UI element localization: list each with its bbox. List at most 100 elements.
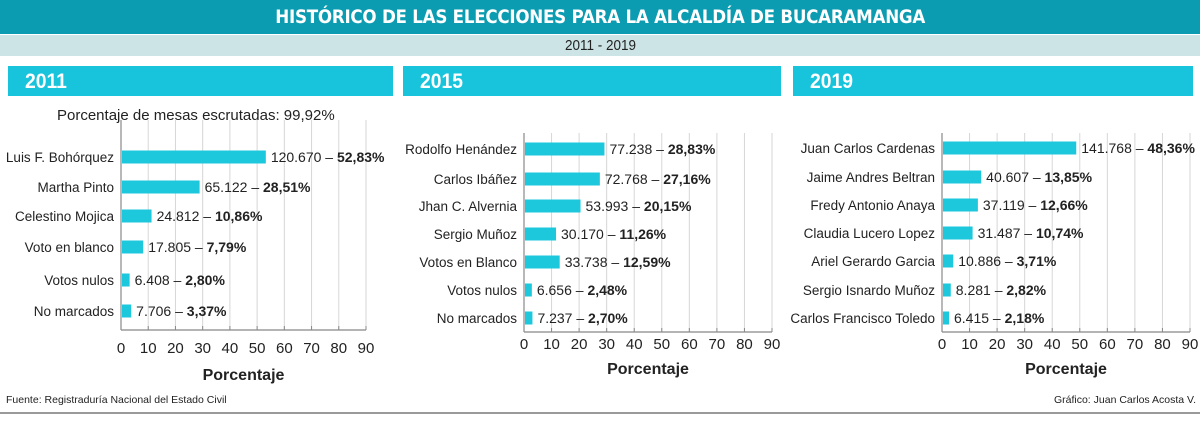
vote-percentage: 48,36% bbox=[1147, 140, 1195, 156]
category-label: Claudia Lucero Lopez bbox=[804, 226, 936, 241]
bar bbox=[943, 283, 951, 297]
vote-count: 6.415 – bbox=[954, 310, 1005, 326]
vote-count: 8.281 – bbox=[956, 282, 1007, 298]
vote-count: 33.738 – bbox=[565, 254, 623, 270]
bar bbox=[525, 172, 600, 186]
category-label: Sergio Muñoz bbox=[434, 227, 518, 242]
bar bbox=[525, 199, 581, 213]
bar bbox=[943, 141, 1077, 155]
category-label: Carlos Francisco Toledo bbox=[790, 311, 935, 326]
category-label: Voto en blanco bbox=[25, 240, 114, 255]
footer-divider bbox=[0, 412, 1200, 414]
bar bbox=[122, 150, 266, 164]
bar bbox=[122, 304, 132, 318]
x-tick-label: 90 bbox=[358, 340, 375, 357]
x-tick-label: 30 bbox=[194, 340, 211, 357]
panel-title-text: 2011 bbox=[25, 70, 67, 93]
vote-percentage: 12,59% bbox=[623, 254, 671, 270]
vote-percentage: 3,71% bbox=[1017, 253, 1057, 269]
data-label: 17.805 – 7,79% bbox=[148, 239, 247, 255]
vote-count: 77.238 – bbox=[609, 141, 667, 157]
vote-percentage: 2,70% bbox=[588, 310, 628, 326]
data-label: 6.656 – 2,48% bbox=[537, 282, 628, 298]
data-label: 8.281 – 2,82% bbox=[956, 282, 1047, 298]
vote-count: 24.812 – bbox=[157, 208, 215, 224]
x-tick-label: 90 bbox=[764, 336, 781, 353]
x-tick-label: 50 bbox=[1071, 336, 1088, 353]
vote-percentage: 10,74% bbox=[1036, 225, 1084, 241]
bar bbox=[943, 254, 954, 268]
category-label: Votos nulos bbox=[447, 283, 517, 298]
x-tick-label: 40 bbox=[222, 340, 239, 357]
data-label: 65.122 – 28,51% bbox=[205, 179, 311, 195]
x-axis-title: Porcentaje bbox=[203, 367, 285, 384]
category-label: Carlos Ibáñez bbox=[434, 172, 518, 187]
data-label: 40.607 – 13,85% bbox=[986, 169, 1092, 185]
vote-percentage: 12,66% bbox=[1040, 197, 1088, 213]
x-tick-label: 70 bbox=[1127, 336, 1144, 353]
vote-count: 53.993 – bbox=[586, 198, 644, 214]
vote-count: 65.122 – bbox=[205, 179, 263, 195]
panel-title-2011: 2011 bbox=[8, 66, 393, 96]
bar bbox=[122, 273, 130, 287]
source-note: Fuente: Registraduría Nacional del Estad… bbox=[6, 394, 227, 406]
bar bbox=[525, 227, 557, 241]
x-axis-title: Porcentaje bbox=[1025, 361, 1107, 378]
x-tick-label: 30 bbox=[598, 336, 615, 353]
x-tick-label: 70 bbox=[709, 336, 726, 353]
data-label: 33.738 – 12,59% bbox=[565, 254, 671, 270]
x-tick-label: 20 bbox=[167, 340, 184, 357]
bar bbox=[943, 198, 978, 212]
vote-percentage: 28,51% bbox=[263, 179, 311, 195]
vote-percentage: 7,79% bbox=[207, 239, 247, 255]
scrutiny-note: Porcentaje de mesas escrutadas: 99,92% bbox=[57, 107, 335, 124]
x-tick-label: 0 bbox=[117, 340, 125, 357]
bar bbox=[943, 311, 950, 325]
category-label: Martha Pinto bbox=[37, 180, 114, 195]
x-tick-label: 60 bbox=[1099, 336, 1116, 353]
bar bbox=[525, 255, 560, 269]
x-tick-label: 50 bbox=[249, 340, 266, 357]
vote-percentage: 2,18% bbox=[1005, 310, 1045, 326]
data-label: 6.415 – 2,18% bbox=[954, 310, 1045, 326]
x-tick-label: 60 bbox=[681, 336, 698, 353]
vote-count: 6.408 – bbox=[135, 272, 186, 288]
category-label: Votos en Blanco bbox=[419, 255, 517, 270]
vote-percentage: 52,83% bbox=[337, 149, 385, 165]
data-label: 6.408 – 2,80% bbox=[135, 272, 226, 288]
vote-percentage: 3,37% bbox=[187, 303, 227, 319]
x-tick-label: 40 bbox=[626, 336, 643, 353]
data-label: 141.768 – 48,36% bbox=[1081, 140, 1195, 156]
vote-count: 7.706 – bbox=[136, 303, 187, 319]
vote-count: 30.170 – bbox=[561, 226, 619, 242]
data-label: 31.487 – 10,74% bbox=[978, 225, 1084, 241]
category-label: No marcados bbox=[34, 304, 115, 319]
x-tick-label: 80 bbox=[736, 336, 753, 353]
vote-count: 72.768 – bbox=[605, 171, 663, 187]
vote-count: 37.119 – bbox=[983, 197, 1040, 213]
bar bbox=[525, 311, 533, 325]
x-axis-title: Porcentaje bbox=[607, 361, 689, 378]
vote-percentage: 11,26% bbox=[619, 226, 666, 242]
chart-subtitle: 2011 - 2019 bbox=[0, 35, 1200, 56]
credit-note: Gráfico: Juan Carlos Acosta V. bbox=[1053, 394, 1196, 406]
x-tick-label: 60 bbox=[276, 340, 293, 357]
vote-count: 10.886 – bbox=[958, 253, 1016, 269]
chart-subtitle-text: 2011 - 2019 bbox=[564, 37, 636, 54]
category-label: Fredy Antonio Anaya bbox=[810, 198, 935, 213]
bar bbox=[943, 170, 982, 184]
x-tick-label: 0 bbox=[938, 336, 946, 353]
category-label: No marcados bbox=[437, 311, 518, 326]
x-tick-label: 10 bbox=[961, 336, 978, 353]
vote-percentage: 2,80% bbox=[185, 272, 225, 288]
panel-title-text: 2015 bbox=[420, 70, 463, 93]
vote-percentage: 2,82% bbox=[1006, 282, 1046, 298]
data-label: 120.670 – 52,83% bbox=[271, 149, 385, 165]
vote-count: 120.670 – bbox=[271, 149, 337, 165]
category-label: Sergio Isnardo Muñoz bbox=[803, 283, 935, 298]
category-label: Jhan C. Alvernia bbox=[419, 199, 518, 214]
x-tick-label: 0 bbox=[520, 336, 528, 353]
bar bbox=[943, 226, 973, 240]
bar bbox=[525, 142, 605, 156]
